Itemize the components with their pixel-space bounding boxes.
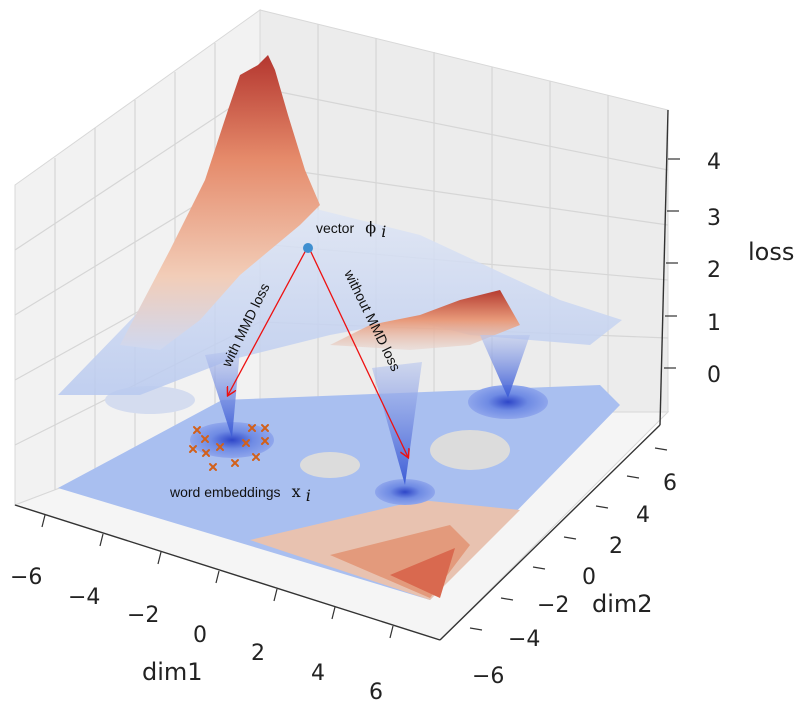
optimization-arrows (228, 249, 408, 457)
x-tick-mark (331, 606, 336, 620)
contour-warm-region (390, 548, 455, 598)
word-embedding-markers (189, 424, 269, 471)
arrow-with-mmd (228, 249, 307, 395)
vector-point (303, 243, 313, 253)
z-axis-label: loss (748, 238, 794, 266)
contour-patch (300, 452, 360, 478)
surface-funnel (372, 362, 422, 485)
embedding-marker (209, 463, 217, 471)
axis-lines (14, 109, 669, 641)
embedding-marker (202, 449, 210, 457)
x-tick-mark (389, 625, 394, 639)
y-axis-line (439, 424, 661, 641)
z-tick-label: 2 (707, 258, 721, 283)
z-axis-line (659, 109, 669, 426)
embedding-marker (216, 443, 224, 451)
y-tick-mark (532, 566, 546, 570)
y-tick-label: 2 (609, 534, 623, 559)
vector-symbol: ϕ (365, 218, 376, 237)
x-tick-label: 6 (369, 680, 383, 705)
y-tick-mark (654, 447, 668, 451)
y-tick-mark (626, 475, 640, 479)
z-tick-label: 3 (707, 206, 721, 231)
vector-subscript: i (381, 222, 386, 241)
embeddings-subscript: i (306, 486, 311, 505)
x-tick-label: 0 (193, 623, 207, 648)
y-tick-label: −6 (472, 664, 504, 689)
loss-surface (58, 55, 622, 485)
y-tick-mark (563, 536, 577, 540)
embedding-marker (201, 435, 209, 443)
z-axis-ticks (664, 158, 680, 369)
x-axis-ticks (41, 514, 394, 639)
z-tick-label: 4 (707, 150, 721, 175)
contour-floor (58, 385, 620, 600)
surface-funnel (205, 350, 240, 438)
grid-line (14, 87, 261, 251)
vector-label: vector ϕ i (316, 218, 386, 241)
contour-well (190, 422, 274, 458)
z-tick-label: 0 (707, 363, 721, 388)
contour-well (468, 385, 548, 419)
x-tick-mark (41, 514, 46, 528)
x-axis-line (14, 504, 441, 641)
y-axis-label: dim2 (592, 590, 653, 618)
y-tick-mark (500, 597, 514, 601)
x-tick-label: 4 (311, 661, 325, 686)
x-axis-label: dim1 (142, 658, 203, 686)
x-tick-mark (273, 588, 278, 602)
y-axis-tick-labels: −6 −4 −2 0 2 4 6 dim2 (472, 471, 677, 689)
surface-sheet (58, 205, 622, 395)
x-axis-tick-labels: −6 −4 −2 0 2 4 6 dim1 (10, 565, 383, 705)
contour-patch (430, 430, 510, 470)
x-tick-mark (99, 533, 104, 547)
grid-line (259, 87, 669, 171)
embedding-marker (242, 439, 250, 447)
y-tick-label: 4 (636, 503, 650, 528)
vector-label-text: vector (316, 220, 354, 236)
embedding-marker (231, 459, 239, 467)
y-tick-mark (469, 627, 483, 631)
embeddings-label-text: word embeddings (169, 484, 281, 500)
z-tick-label: 1 (707, 311, 721, 336)
x-tick-label: −2 (127, 603, 159, 628)
y-tick-label: −4 (508, 627, 540, 652)
embedding-marker (248, 424, 256, 432)
z-axis-tick-labels: 0 1 2 3 4 loss (707, 150, 794, 388)
y-tick-mark (595, 505, 609, 509)
x-tick-label: −6 (10, 565, 42, 590)
embedding-marker (193, 426, 201, 434)
embeddings-label: word embeddings x i (169, 482, 311, 505)
embeddings-symbol: x (292, 482, 301, 501)
embedding-marker (261, 424, 269, 432)
surface-peak (120, 55, 320, 350)
y-axis-ticks (469, 447, 668, 631)
grid-line (259, 165, 669, 226)
arrow-without-mmd (309, 249, 408, 457)
y-tick-label: 6 (663, 471, 677, 496)
x-tick-mark (215, 570, 220, 584)
surface-funnel (480, 335, 530, 398)
embedding-marker (261, 437, 269, 445)
y-tick-label: 0 (582, 565, 596, 590)
x-tick-label: 2 (251, 641, 265, 666)
embedding-marker (189, 445, 197, 453)
contour-well (375, 479, 435, 505)
x-tick-label: −4 (68, 585, 100, 610)
y-tick-label: −2 (537, 593, 569, 618)
surface-ridge (330, 290, 520, 350)
x-tick-mark (157, 551, 162, 565)
embedding-marker (252, 453, 260, 461)
